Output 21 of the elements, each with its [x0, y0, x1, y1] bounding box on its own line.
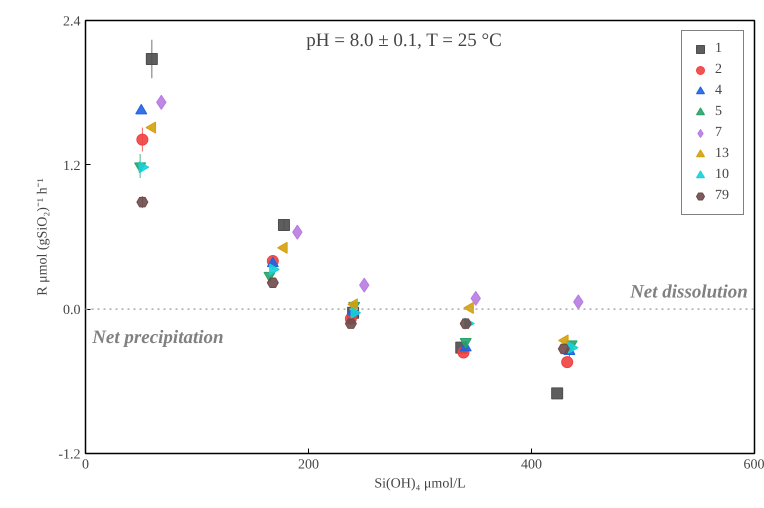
y-tick-label: 1.2: [63, 158, 80, 174]
y-tick-label: 2.4: [63, 14, 80, 30]
x-tick-label: 400: [521, 458, 542, 472]
y-axis-title: R μmol (gSiO₂)⁻¹ h⁻¹: [35, 178, 50, 296]
y-tick-label: -1.2: [58, 448, 81, 462]
annotation: pH = 8.0 ± 0.1, T = 25 °C: [306, 30, 502, 51]
legend-label: 1: [715, 41, 723, 57]
legend-label: 2: [715, 62, 723, 78]
legend-label: 5: [715, 104, 723, 120]
legend-label: 13: [715, 146, 730, 162]
legend-label: 4: [715, 83, 723, 99]
x-tick-label: 200: [298, 458, 319, 472]
x-tick-label: 0: [82, 458, 89, 472]
x-tick-label: 600: [744, 458, 764, 472]
y-tick-label: 0.0: [63, 303, 80, 318]
x-axis-title: Si(OH)₄ μmol/L: [374, 476, 466, 492]
legend-label: 7: [715, 125, 723, 141]
annotation: Net precipitation: [91, 327, 224, 348]
legend-label: 79: [715, 188, 730, 204]
annotation: Net dissolution: [629, 282, 748, 303]
legend-label: 10: [715, 167, 730, 183]
